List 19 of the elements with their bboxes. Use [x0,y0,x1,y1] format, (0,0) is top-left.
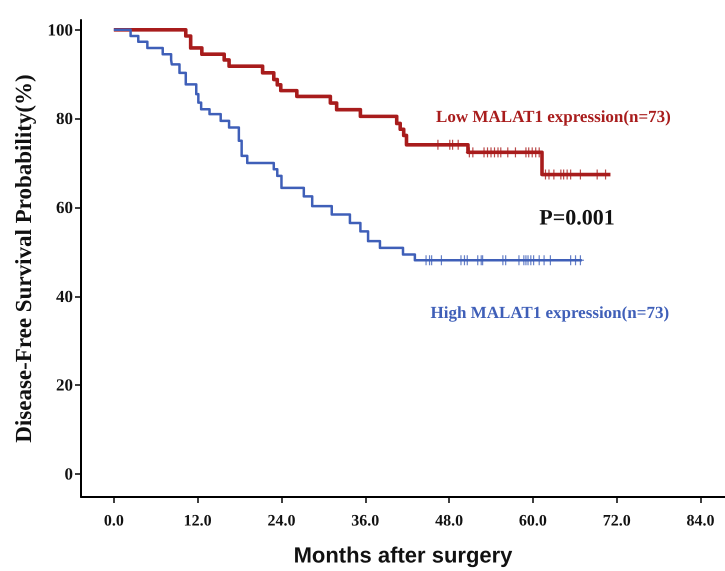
y-tick-label: 60 [56,198,73,217]
x-tick-label: 12.0 [184,512,212,530]
y-axis-title: Disease-Free Survival Probability(%) [11,74,36,443]
x-tick-label: 24.0 [267,512,296,530]
x-tick-label: 60.0 [518,512,547,530]
y-tick-label: 20 [56,376,73,395]
x-tick-label: 72.0 [602,512,631,530]
y-tick-label: 80 [56,109,73,128]
x-tick-label: 0.0 [104,512,124,530]
annotation: P=0.001 [539,204,615,230]
y-tick-label: 40 [56,286,73,306]
y-tick-label: 100 [48,20,73,40]
x-tick-label: 84.0 [686,512,715,530]
x-tick-label: 48.0 [435,512,464,530]
text: High MALAT1 expression(n=73) [430,302,670,322]
series-label: Low MALAT1 expression(n=73) [436,107,671,126]
x-axis-title: Months after surgery [294,542,514,568]
y-tick-label: 0 [64,464,73,484]
x-tick-label: 36.0 [351,512,380,530]
